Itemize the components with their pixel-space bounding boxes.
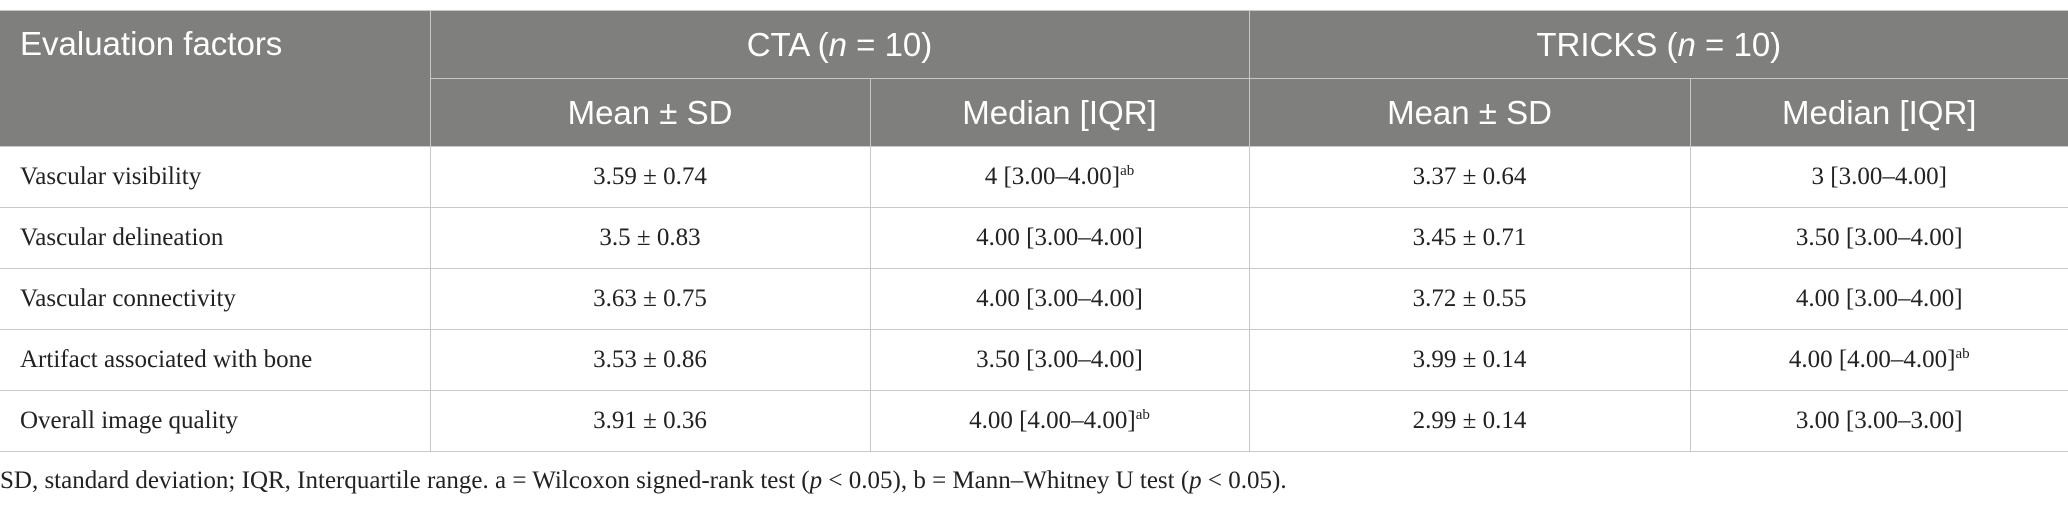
text-part: n [1677,25,1696,63]
sub-header: Mean ± SD [430,78,871,147]
text-part: CTA ( [746,25,829,63]
table-cell: 4.00 [3.00–4.00] [1689,268,2068,330]
cell-value: 3.50 [3.00–4.00] [1795,224,1963,251]
table-cell: 3.53 ± 0.86 [429,329,871,391]
table-cell: 3.59 ± 0.74 [429,146,871,208]
row-label: Vascular connectivity [0,268,431,330]
sub-header: Median [IQR] [1689,78,2068,147]
cell-value: 2.99 ± 0.14 [1412,407,1527,434]
group-header: TRICKS (n = 10) [1248,10,2068,79]
cell-value: 3.53 ± 0.86 [593,346,707,373]
cell-value: 3.00 [3.00–3.00] [1795,407,1963,434]
table-cell: 3.5 ± 0.83 [429,207,871,269]
group-header: CTA (n = 10) [429,10,1250,79]
table-cell: 4.00 [3.00–4.00] [869,268,1250,330]
row-label: Overall image quality [0,390,431,452]
table-cell: 3.63 ± 0.75 [429,268,871,330]
table-row: Overall image quality 3.91 ± 0.36 4.00 [4.… [0,390,2068,452]
text-part: n [828,25,847,63]
table-cell: 3 [3.00–4.00] [1689,146,2068,208]
table-cell: 3.50 [3.00–4.00] [1689,207,2068,269]
cell-value: 4.00 [4.00–4.00] [1788,346,1956,373]
table-row: Vascular delineation 3.5 ± 0.83 4.00 [3.00… [0,207,2068,269]
text-part: < 0.05), b = Mann–Whitney U test ( [822,467,1190,494]
table-cell: 3.00 [3.00–3.00] [1689,390,2068,452]
table-cell: 4 [3.00–4.00]ab [869,146,1250,208]
superscript: ab [1955,346,1970,362]
table-cell: 3.50 [3.00–4.00] [869,329,1250,391]
table-cell: 3.45 ± 0.71 [1248,207,1691,269]
table-body: Vascular visibility 3.59 ± 0.74 4 [3.00–4.… [0,146,2068,452]
text-part: p [1189,467,1202,494]
cell-value: 3 [3.00–4.00] [1811,163,1947,190]
text-part: TRICKS ( [1536,25,1678,63]
table-header: Evaluation factors CTA (n = 10) TRICKS (n … [0,10,2068,147]
text-part: p [809,467,823,494]
text-part: SD, standard deviation; IQR, Interquarti… [0,467,810,494]
cell-value: 4.00 [3.00–4.00] [976,224,1143,251]
header-cell: Evaluation factors [0,10,431,147]
cell-value: 3.37 ± 0.64 [1412,163,1527,190]
table-cell: 3.91 ± 0.36 [429,390,871,452]
cell-value: 4 [3.00–4.00] [984,163,1121,190]
header-row: Mean ± SD Median [IQR] Mean ± SD Median [IQ… [0,78,2068,147]
text-part: = 10) [846,25,933,63]
text-part: = 10) [1695,25,1782,63]
cell-value: 3.50 [3.00–4.00] [976,346,1143,373]
table-cell: 4.00 [4.00–4.00]ab [1689,329,2068,391]
cell-value: 4.00 [4.00–4.00] [969,407,1136,434]
table-cell: 3.72 ± 0.55 [1248,268,1691,330]
row-label: Vascular visibility [0,146,431,208]
table-cell: 4.00 [3.00–4.00] [869,207,1250,269]
cell-value: 4.00 [3.00–4.00] [1795,285,1963,312]
row-label: Vascular delineation [0,207,431,269]
cell-value: 3.99 ± 0.14 [1412,346,1527,373]
cell-value: 3.45 ± 0.71 [1412,224,1527,251]
table-cell: 3.37 ± 0.64 [1248,146,1691,208]
cell-value: 3.59 ± 0.74 [593,163,707,190]
superscript: ab [1120,163,1135,179]
cell-value: 3.91 ± 0.36 [593,407,707,434]
sub-header: Median [IQR] [869,78,1250,147]
cell-value: 3.72 ± 0.55 [1412,285,1527,312]
row-label: Artifact associated with bone [0,329,431,391]
sub-header: Mean ± SD [1248,78,1691,147]
text-part: < 0.05). [1201,467,1287,494]
superscript: ab [1135,407,1150,423]
results-table: Evaluation factors CTA (n = 10) TRICKS (n … [0,10,2068,452]
header-row: Evaluation factors CTA (n = 10) TRICKS (n … [0,10,2068,147]
table-cell: 3.99 ± 0.14 [1248,329,1691,391]
cell-value: 4.00 [3.00–4.00] [976,285,1143,312]
table-cell: 4.00 [4.00–4.00]ab [869,390,1250,452]
cell-value: 3.5 ± 0.83 [599,224,701,251]
footnote: SD, standard deviation; IQR, Interquarti… [0,467,1287,495]
cell-value: 3.63 ± 0.75 [593,285,707,312]
table-row: Vascular visibility 3.59 ± 0.74 4 [3.00–4.… [0,146,2068,208]
table-row: Artifact associated with bone 3.53 ± 0.86… [0,329,2068,391]
table-row: Vascular connectivity 3.63 ± 0.75 4.00 [3.… [0,268,2068,330]
table-cell: 2.99 ± 0.14 [1248,390,1691,452]
